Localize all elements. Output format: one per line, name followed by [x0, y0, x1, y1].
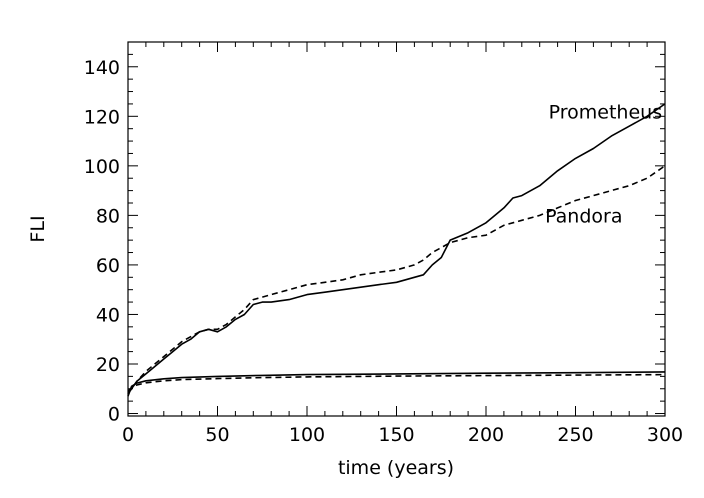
series-label-pandora: Pandora: [545, 205, 622, 227]
x-axis-title: time (years): [338, 457, 454, 479]
y-tick-label: 20: [96, 354, 120, 376]
y-axis-title: FLI: [27, 215, 49, 242]
x-tick-label: 300: [647, 424, 683, 446]
x-tick-label: 200: [468, 424, 504, 446]
x-tick-label: 50: [205, 424, 229, 446]
plot-frame: [127, 41, 666, 417]
series-line-lower-3: [127, 373, 666, 392]
series-lines: [127, 103, 666, 397]
x-tick-label: 0: [122, 424, 134, 446]
series-line-prometheus: [127, 103, 666, 395]
series-line-lower-2: [127, 371, 666, 397]
y-tick-label: 140: [84, 57, 120, 79]
x-tick-label: 100: [289, 424, 325, 446]
x-tick-label: 250: [557, 424, 593, 446]
y-tick-label: 40: [96, 304, 120, 326]
axis-ticks: [127, 41, 666, 416]
y-tick-label: 60: [96, 255, 120, 277]
series-labels: Prometheus Pandora: [545, 101, 662, 227]
y-tick-labels: 0 20 40 60 80 100 120 140: [84, 57, 120, 426]
y-tick-label: 80: [96, 205, 120, 227]
series-line-pandora: [127, 165, 666, 395]
y-tick-label: 120: [84, 106, 120, 128]
y-tick-label: 0: [108, 404, 120, 426]
x-tick-label: 150: [378, 424, 414, 446]
series-label-prometheus: Prometheus: [549, 101, 662, 123]
x-tick-labels: 0 50 100 150 200 250 300: [122, 424, 683, 446]
y-tick-label: 100: [84, 156, 120, 178]
